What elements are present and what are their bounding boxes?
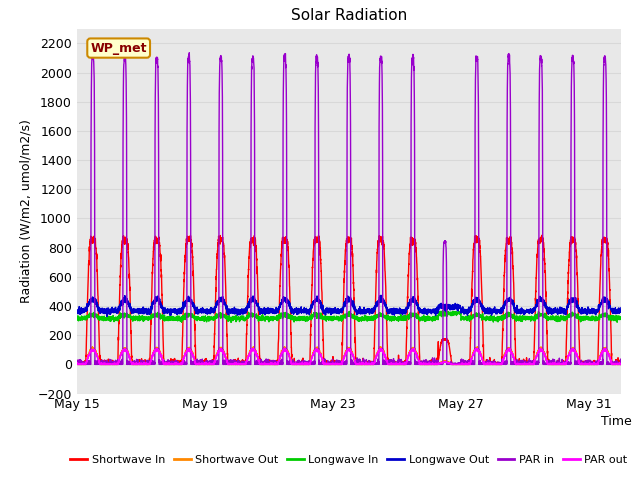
Longwave In [462, 314, 470, 320]
Shortwave Out [73, 361, 81, 367]
Longwave In [438, 308, 446, 313]
Longwave Out [408, 298, 415, 303]
Line: Longwave In: Longwave In [77, 311, 621, 323]
PAR in [73, 357, 81, 363]
Longwave In [186, 312, 194, 318]
Longwave Out [617, 305, 625, 311]
Shortwave Out [617, 361, 625, 367]
Longwave In [159, 317, 167, 323]
Shortwave In [538, 232, 546, 238]
Text: WP_met: WP_met [90, 42, 147, 55]
Line: PAR out: PAR out [77, 348, 621, 364]
PAR in [186, 98, 194, 104]
X-axis label: Time: Time [601, 416, 632, 429]
Line: Longwave Out: Longwave Out [77, 295, 621, 316]
Longwave Out [401, 310, 409, 315]
Shortwave In [160, 356, 168, 362]
PAR out [461, 361, 469, 367]
Shortwave In [461, 361, 469, 367]
Shortwave Out [159, 360, 167, 366]
Shortwave In [73, 361, 81, 367]
Line: Shortwave Out: Shortwave Out [77, 347, 621, 364]
PAR in [617, 361, 625, 367]
Shortwave Out [186, 346, 194, 351]
Shortwave In [123, 239, 131, 245]
Shortwave In [617, 361, 625, 367]
PAR in [401, 359, 409, 365]
PAR in [462, 360, 470, 366]
PAR out [401, 360, 409, 366]
Legend: Shortwave In, Shortwave Out, Longwave In, Longwave Out, PAR in, PAR out: Shortwave In, Shortwave Out, Longwave In… [66, 450, 632, 469]
Shortwave In [73, 360, 81, 366]
Shortwave Out [461, 361, 469, 367]
PAR out [73, 361, 81, 367]
Y-axis label: Radiation (W/m2, umol/m2/s): Radiation (W/m2, umol/m2/s) [19, 119, 32, 303]
Shortwave In [186, 238, 194, 244]
PAR out [159, 361, 167, 367]
PAR out [122, 347, 130, 352]
Longwave Out [73, 309, 81, 315]
Shortwave Out [122, 348, 130, 353]
PAR out [407, 348, 415, 354]
Shortwave In [407, 235, 415, 240]
PAR in [123, 146, 131, 152]
Line: Shortwave In: Shortwave In [77, 235, 621, 364]
Line: PAR in: PAR in [77, 51, 621, 364]
Longwave In [227, 320, 235, 325]
Title: Solar Radiation: Solar Radiation [291, 9, 407, 24]
Shortwave Out [474, 344, 481, 349]
PAR out [506, 345, 513, 351]
Shortwave Out [407, 348, 415, 353]
Longwave Out [462, 308, 470, 314]
Longwave In [617, 316, 625, 322]
Shortwave In [401, 360, 409, 365]
Longwave In [407, 311, 415, 316]
PAR out [186, 348, 194, 354]
Longwave In [122, 314, 130, 320]
PAR in [160, 359, 168, 364]
Longwave Out [103, 313, 111, 319]
Shortwave Out [401, 361, 409, 367]
PAR in [73, 361, 81, 367]
PAR in [408, 99, 415, 105]
Longwave In [73, 315, 81, 321]
Longwave Out [123, 297, 131, 302]
Longwave In [401, 315, 409, 321]
Longwave Out [160, 307, 168, 313]
Longwave Out [377, 292, 385, 298]
PAR in [88, 48, 96, 54]
Longwave Out [186, 298, 194, 303]
PAR out [617, 361, 625, 367]
